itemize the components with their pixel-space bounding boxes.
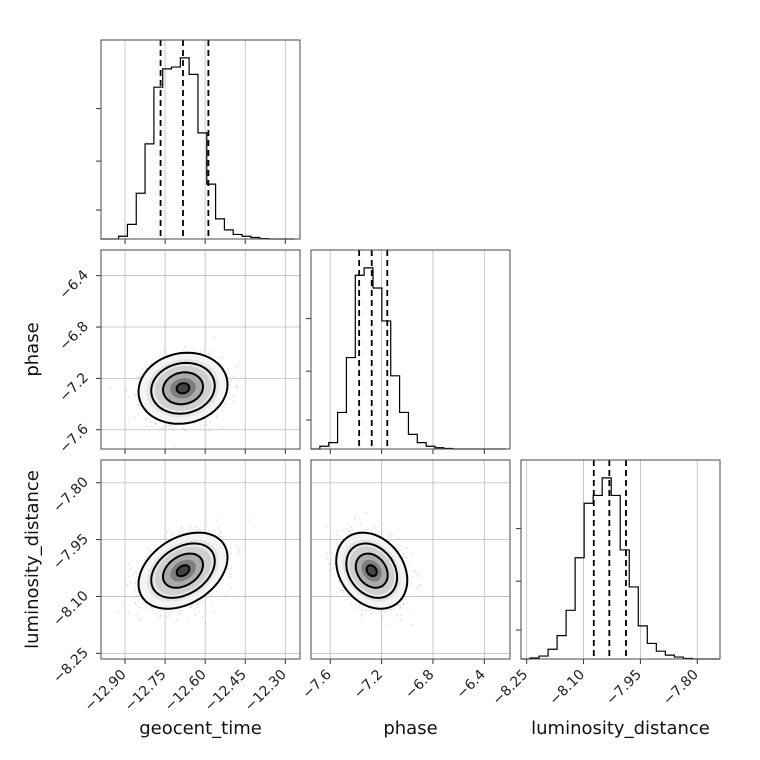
contour-line — [335, 531, 409, 610]
x-tick-label: −12.45 — [202, 667, 250, 715]
histogram-luminosity-distance — [516, 459, 721, 664]
x-axis-label: phase — [383, 718, 437, 739]
y-tick-label: −8.10 — [50, 588, 92, 630]
density-layer — [324, 512, 421, 628]
histogram-phase — [306, 249, 511, 454]
x-tick-label: −7.95 — [603, 667, 645, 709]
density-layer — [117, 519, 251, 621]
contour-line — [175, 382, 191, 395]
contour-line — [345, 542, 399, 599]
x-tick-label: −6.8 — [402, 667, 437, 702]
x-tick-label: −7.2 — [351, 667, 386, 702]
histogram-step-line — [521, 477, 720, 660]
panel-frame — [100, 459, 301, 660]
contour-line — [365, 564, 378, 578]
histogram-geocent-time — [96, 39, 301, 244]
histogram-step-line — [101, 57, 295, 240]
histogram-step-line — [311, 267, 506, 450]
contour-line — [137, 531, 229, 610]
y-tick-label: −7.80 — [50, 474, 92, 516]
contour-line — [161, 371, 205, 406]
x-tick-label: −6.4 — [454, 667, 489, 702]
y-tick-label: −6.8 — [56, 319, 91, 354]
panel-frame — [100, 39, 301, 240]
y-tick-label: −7.6 — [56, 421, 91, 456]
y-tick-label: −7.95 — [50, 531, 92, 573]
x-tick-label: −12.30 — [242, 667, 290, 715]
contour-line — [161, 552, 205, 589]
y-tick-label: −6.4 — [56, 267, 91, 302]
x-tick-label: −12.75 — [122, 667, 170, 715]
x-tick-label: −8.10 — [546, 667, 588, 709]
y-axis-label: phase — [22, 322, 43, 376]
x-axis-label: geocent_time — [139, 718, 262, 739]
density-layer — [109, 336, 243, 446]
contour-line — [354, 552, 389, 589]
y-tick-label: −7.2 — [56, 370, 91, 405]
y-axis-label: luminosity_distance — [22, 470, 43, 649]
contour-line — [137, 351, 229, 425]
x-tick-label: −7.6 — [299, 667, 334, 702]
scatter-geocent-time-vs-luminosity-distance — [96, 459, 301, 664]
panel-frame — [520, 459, 721, 660]
density-fill — [176, 383, 190, 394]
contour-line — [150, 542, 216, 599]
panel-frame — [100, 249, 301, 450]
x-axis-label: luminosity_distance — [531, 718, 710, 739]
panel-frame — [310, 459, 511, 660]
x-tick-label: −7.80 — [660, 667, 702, 709]
contour-line — [150, 361, 216, 415]
x-tick-label: −8.25 — [490, 667, 532, 709]
panel-frame — [310, 249, 511, 450]
x-tick-label: −12.60 — [162, 667, 210, 715]
scatter-geocent-time-vs-phase — [96, 249, 301, 454]
y-tick-label: −8.25 — [50, 645, 92, 687]
x-tick-label: −12.90 — [82, 667, 130, 715]
contour-line — [175, 564, 191, 578]
scatter-phase-vs-luminosity-distance — [310, 459, 511, 664]
